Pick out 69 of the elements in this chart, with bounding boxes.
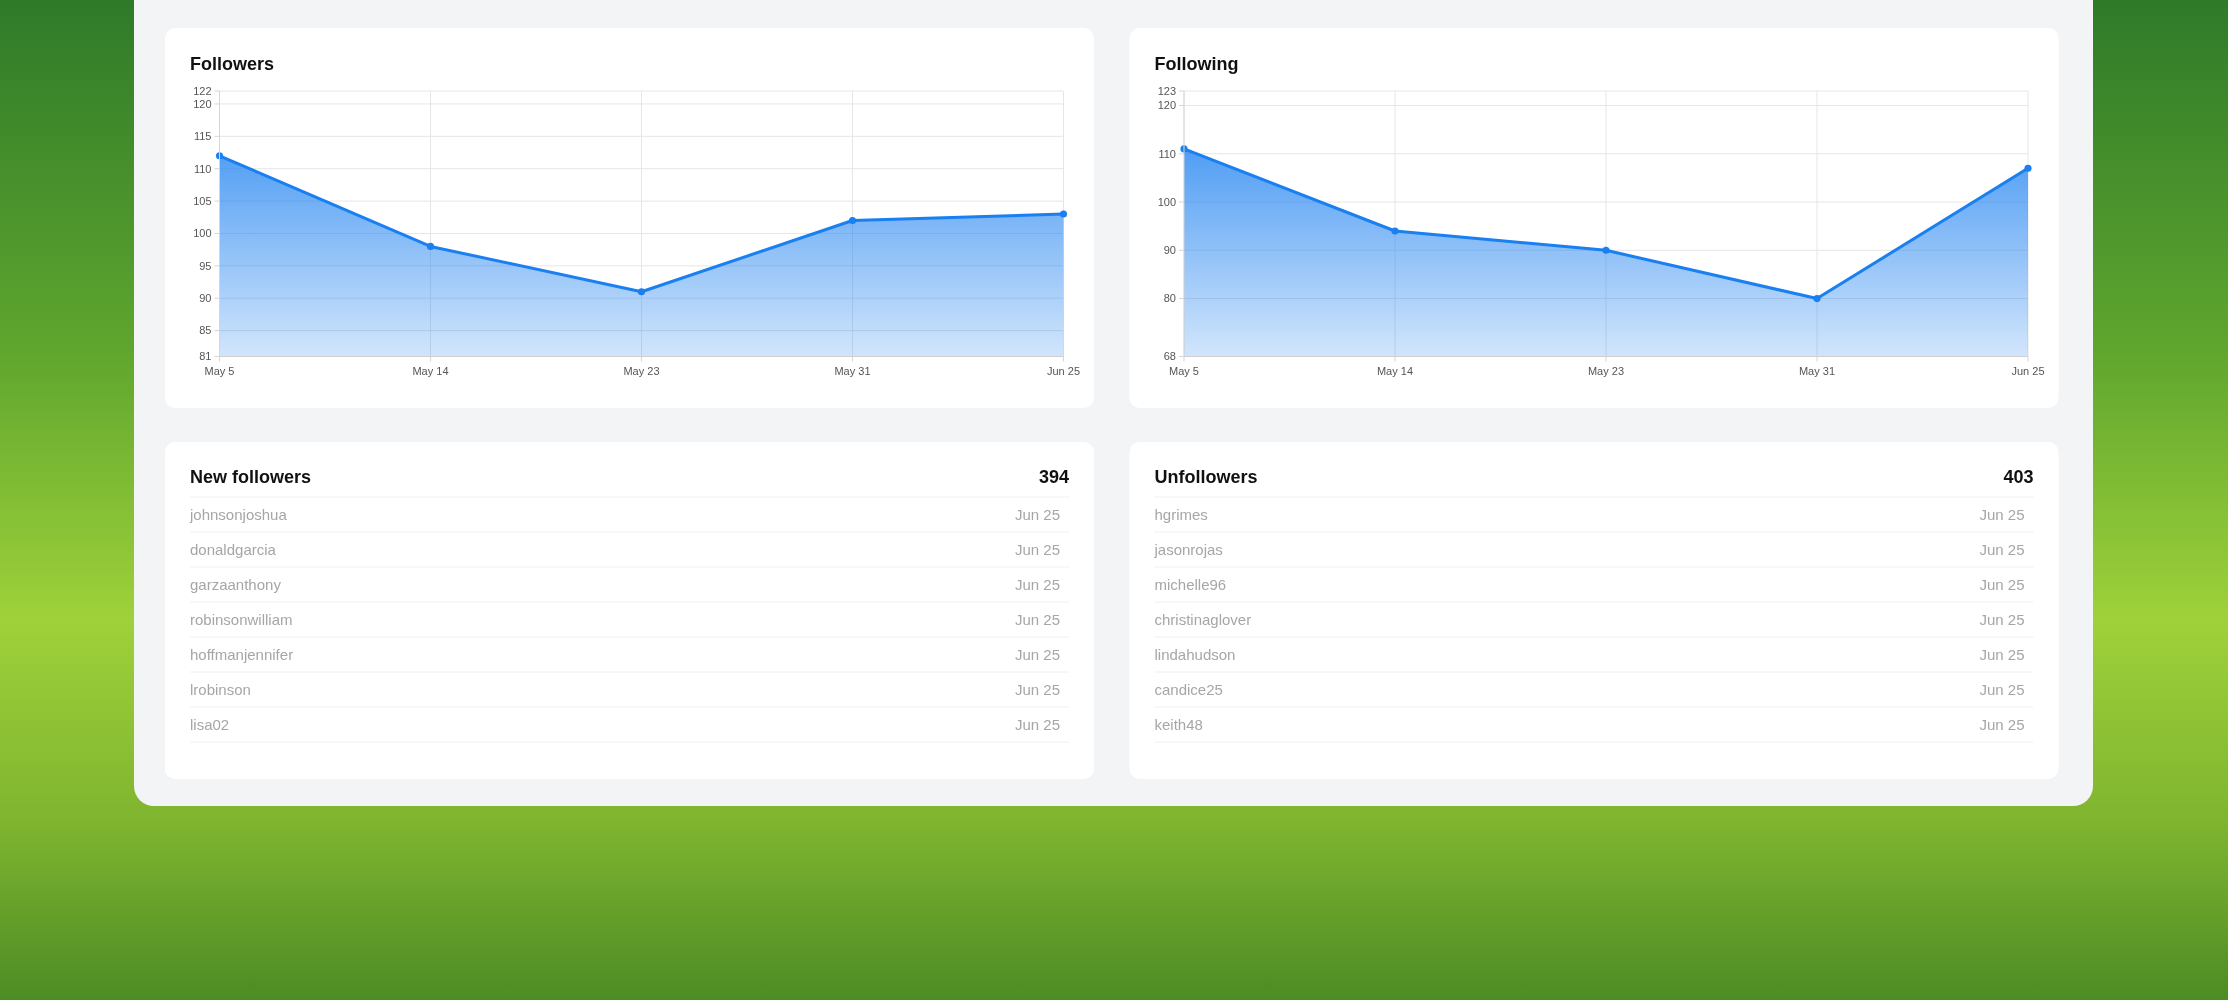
x-tick-label: May 14 [412,364,449,377]
point [848,216,857,225]
text: michelle96 [1154,576,1227,593]
text: Jun 25 [1014,506,1060,523]
x-tick-label: May 5 [204,364,235,377]
x-tick-label: May 31 [834,364,871,377]
text: Jun 25 [1014,576,1060,593]
text: lrobinson [190,681,251,698]
x-tick-label: May 5 [1169,364,1199,377]
text: keith48 [1154,716,1203,733]
text: garzaanthony [190,576,282,593]
text: christinaglover [1154,611,1252,628]
text: Jun 25 [1014,611,1060,628]
text: Jun 25 [1979,646,2025,663]
point [2024,164,2032,172]
y-tick-label: 110 [193,162,212,175]
text: Jun 25 [1979,576,2025,593]
text: candice25 [1154,681,1223,698]
text: hoffmanjennifer [190,646,294,663]
text: Jun 25 [1014,646,1060,663]
x-tick-label: May 14 [1376,364,1414,377]
x-tick-label: Jun 25 [2011,364,2045,377]
text: Jun 25 [1979,541,2025,558]
y-tick-label: 120 [193,97,212,110]
point [1813,295,1821,303]
point [637,288,646,296]
y-tick-label: 115 [193,130,212,143]
text: Jun 25 [1979,681,2025,698]
x-tick-label: May 31 [1798,364,1836,377]
y-tick-label: 122 [193,84,212,97]
text: 403 [2003,467,2034,487]
y-tick-label: 80 [1163,292,1176,305]
text: Jun 25 [1014,681,1060,698]
y-tick-label: 105 [193,194,212,207]
text: donaldgarcia [190,541,277,558]
y-tick-label: 90 [1163,244,1176,257]
y-tick-label: 110 [1158,147,1176,160]
text: Jun 25 [1979,716,2025,733]
y-tick-label: 95 [199,259,212,272]
text: lindahudson [1154,646,1236,663]
point [426,242,435,250]
y-tick-label: 85 [199,324,212,337]
text: 394 [1038,467,1069,487]
text: Jun 25 [1979,506,2025,523]
text: Jun 25 [1014,541,1060,558]
point [1059,210,1068,218]
y-tick-label: 120 [1157,99,1176,112]
text: lisa02 [190,716,230,733]
point [1391,227,1399,235]
text: New followers [190,467,312,487]
y-tick-label: 123 [1157,84,1176,97]
y-tick-label: 100 [193,227,212,240]
text: johnsonjoshua [189,506,288,523]
x-tick-label: May 23 [1587,364,1625,377]
text: hgrimes [1154,506,1208,523]
chart-title: Following [1154,54,1239,74]
text: jasonrojas [1153,541,1223,558]
text: Jun 25 [1979,611,2025,628]
x-tick-label: Jun 25 [1046,364,1081,377]
text: Unfollowers [1154,467,1258,487]
y-tick-label: 68 [1163,350,1176,363]
text: Jun 25 [1014,716,1060,733]
y-tick-label: 81 [199,350,212,363]
point [1602,246,1610,254]
y-tick-label: 90 [199,292,212,305]
chart-title: Followers [190,54,275,74]
text: robinsonwilliam [190,611,293,628]
y-tick-label: 100 [1157,195,1176,208]
x-tick-label: May 23 [623,364,660,377]
